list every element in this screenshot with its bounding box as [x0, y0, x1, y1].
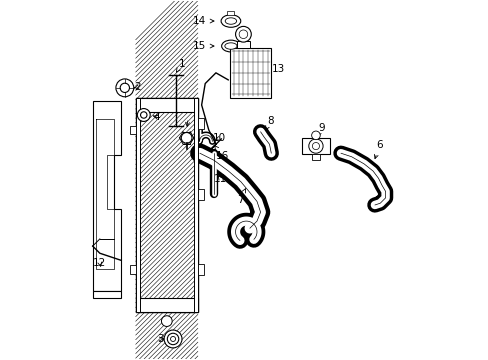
- Text: 5: 5: [185, 105, 192, 126]
- Bar: [135, 98, 198, 112]
- Ellipse shape: [225, 18, 236, 24]
- Ellipse shape: [224, 43, 237, 49]
- Circle shape: [140, 112, 147, 118]
- Text: 8: 8: [265, 116, 273, 130]
- Text: 10: 10: [212, 133, 225, 143]
- Bar: [227, 12, 234, 15]
- Circle shape: [239, 30, 247, 39]
- Bar: [198, 118, 204, 129]
- Text: 2: 2: [134, 82, 141, 92]
- Circle shape: [308, 139, 323, 153]
- Bar: [198, 264, 204, 275]
- Text: 9: 9: [317, 123, 324, 136]
- Bar: [311, 154, 320, 160]
- Circle shape: [170, 337, 175, 342]
- Circle shape: [116, 79, 134, 97]
- Bar: [135, 98, 140, 312]
- Text: 11: 11: [214, 174, 227, 184]
- Circle shape: [120, 83, 129, 93]
- Circle shape: [181, 132, 192, 143]
- Text: 13: 13: [258, 64, 284, 75]
- Circle shape: [311, 131, 320, 140]
- Polygon shape: [93, 102, 121, 291]
- Text: 7: 7: [236, 189, 245, 204]
- Text: 1: 1: [176, 59, 185, 72]
- Bar: [198, 189, 204, 200]
- Circle shape: [164, 330, 182, 348]
- Bar: [135, 298, 198, 312]
- Bar: [130, 265, 135, 274]
- Bar: [230, 48, 271, 98]
- Ellipse shape: [221, 15, 240, 27]
- Bar: [135, 98, 198, 312]
- Text: 14: 14: [193, 16, 214, 26]
- Text: 4: 4: [153, 112, 159, 122]
- Text: 15: 15: [193, 41, 214, 51]
- Circle shape: [312, 143, 319, 150]
- Circle shape: [161, 316, 172, 327]
- Text: 3: 3: [157, 334, 163, 344]
- Polygon shape: [93, 291, 121, 298]
- Circle shape: [137, 109, 150, 121]
- Bar: [301, 138, 329, 154]
- Ellipse shape: [221, 40, 240, 52]
- Text: 12: 12: [93, 258, 106, 268]
- Circle shape: [167, 333, 179, 345]
- Text: 6: 6: [374, 140, 382, 159]
- Bar: [237, 41, 249, 48]
- Circle shape: [235, 26, 251, 42]
- Text: 16: 16: [214, 145, 228, 161]
- Bar: [193, 98, 198, 312]
- Bar: [130, 126, 135, 134]
